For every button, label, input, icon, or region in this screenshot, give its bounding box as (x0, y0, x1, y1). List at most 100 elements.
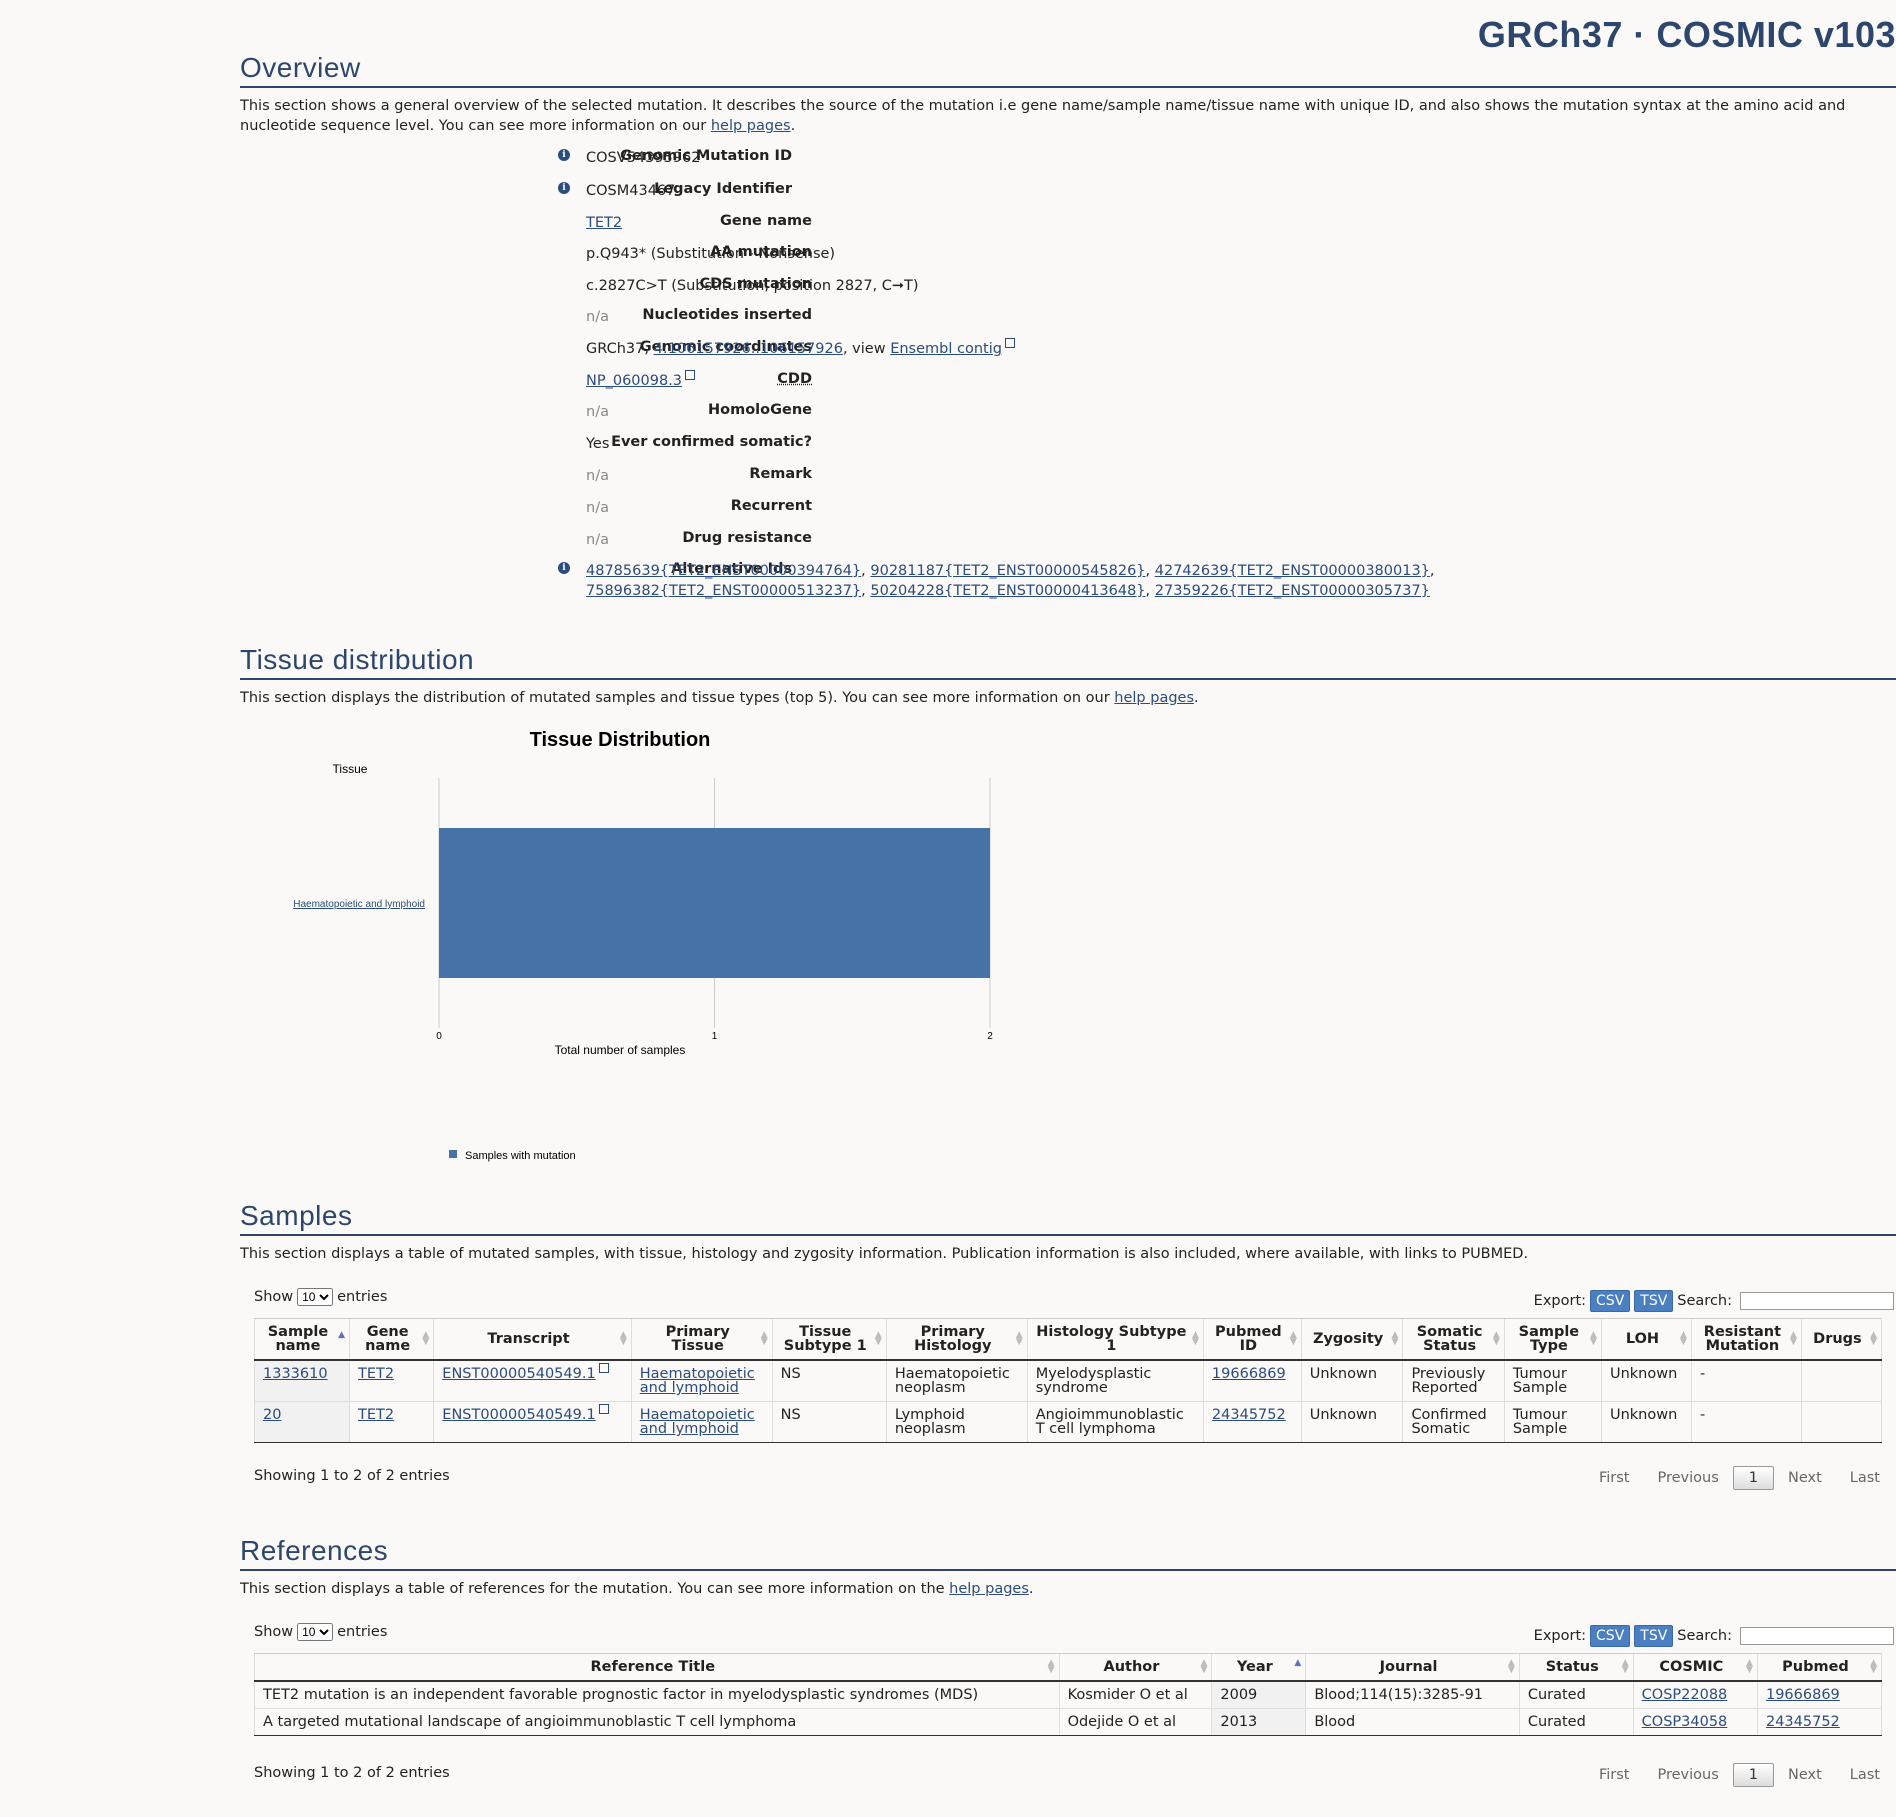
column-header[interactable]: Zygosity ▲ ▼ (1300, 1318, 1403, 1361)
table-cell: 20 (254, 1401, 350, 1443)
sort-icon: ▲ ▼ (1621, 1658, 1629, 1675)
references-heading: References (240, 1535, 1896, 1571)
alt-id-link[interactable]: 48785639{TET2_ENST00000394764} (586, 563, 862, 579)
column-header[interactable]: Year ▲ (1211, 1653, 1306, 1682)
alt-id-link[interactable]: 27359226{TET2_ENST00000305737} (1154, 583, 1430, 599)
samples-search-input[interactable] (1740, 1292, 1894, 1310)
info-icon[interactable]: i (558, 562, 570, 574)
table-cell: 19666869 (1756, 1681, 1883, 1709)
cell-link[interactable]: ENST00000540549.1 (442, 1407, 596, 1423)
cell-link[interactable]: 24345752 (1211, 1407, 1286, 1423)
field-value: COSM43467 (586, 183, 676, 199)
column-header[interactable]: Somatic Status ▲ ▼ (1402, 1318, 1505, 1361)
sort-icon: ▲ ▼ (422, 1330, 430, 1347)
references-tsv-button[interactable]: TSV (1634, 1625, 1674, 1647)
cell-link[interactable]: ENST00000540549.1 (442, 1366, 596, 1382)
table-row: 20 TET2 ENST00000540549.1 Haematopoietic an… (254, 1401, 1883, 1443)
pager-last[interactable]: Last (1849, 1470, 1880, 1486)
cell-link[interactable]: 19666869 (1765, 1687, 1840, 1703)
cell-link[interactable]: COSP22088 (1641, 1687, 1728, 1703)
cell-link[interactable]: 19666869 (1211, 1366, 1286, 1382)
pager-previous[interactable]: Previous (1657, 1767, 1719, 1783)
column-header[interactable]: LOH ▲ ▼ (1600, 1318, 1692, 1361)
column-header[interactable]: Gene name ▲ ▼ (348, 1318, 434, 1361)
external-link-icon (1004, 338, 1015, 348)
tissue-help-link[interactable]: help pages (1114, 690, 1195, 706)
field-label: Remark (749, 466, 812, 482)
references-help-link[interactable]: help pages (949, 1581, 1029, 1597)
column-header[interactable]: Tissue Subtype 1 ▲ ▼ (771, 1318, 887, 1361)
table-cell: Angioimmunoblastic T cell lymphoma (1026, 1401, 1204, 1443)
alt-id-link[interactable]: 50204228{TET2_ENST00000413648} (870, 583, 1146, 599)
cell-link[interactable]: TET2 (357, 1366, 395, 1382)
pager-first[interactable]: First (1598, 1470, 1630, 1486)
cdd-link[interactable]: NP_060098.3 (586, 373, 683, 389)
column-header[interactable]: Pubmed ▲ ▼ (1756, 1653, 1883, 1682)
table-cell: 24345752 (1202, 1401, 1302, 1443)
column-header[interactable]: Sample Type ▲ ▼ (1503, 1318, 1602, 1361)
pager-current[interactable]: 1 (1732, 1466, 1774, 1490)
samples-tsv-button[interactable]: TSV (1634, 1290, 1674, 1312)
pager-next[interactable]: Next (1788, 1470, 1822, 1486)
pager-next[interactable]: Next (1788, 1767, 1822, 1783)
column-header[interactable]: Drugs ▲ ▼ (1800, 1318, 1883, 1361)
info-icon[interactable]: i (558, 182, 570, 194)
column-header-label: Sample Type (1518, 1324, 1580, 1354)
alt-id-link[interactable]: 42742639{TET2_ENST00000380013} (1154, 563, 1430, 579)
cell-link[interactable]: TET2 (357, 1407, 395, 1423)
samples-heading: Samples (240, 1200, 1896, 1236)
column-header[interactable]: Primary Histology ▲ ▼ (885, 1318, 1028, 1361)
column-header[interactable]: COSMIC ▲ ▼ (1632, 1653, 1758, 1682)
column-header-label: Transcript (487, 1331, 570, 1347)
samples-page-size-select[interactable]: 10 (297, 1288, 334, 1306)
table-cell: Curated (1518, 1708, 1634, 1736)
references-page-size-select[interactable]: 10 (297, 1623, 334, 1641)
sort-icon: ▲ ▼ (1870, 1658, 1877, 1675)
column-header[interactable]: Status ▲ ▼ (1518, 1653, 1634, 1682)
chart-title: Tissue Distribution (530, 729, 711, 751)
references-pagination: First Previous 1 Next Last (1585, 1763, 1894, 1787)
field-label: Ever confirmed somatic? (611, 434, 812, 450)
cell-link[interactable]: 1333610 (263, 1366, 328, 1382)
pager-previous[interactable]: Previous (1657, 1470, 1719, 1486)
column-header[interactable]: Journal ▲ ▼ (1305, 1653, 1520, 1682)
table-cell: Lymphoid neoplasm (885, 1401, 1028, 1443)
table-cell: TET2 mutation is an independent favorabl… (254, 1681, 1060, 1709)
table-cell: 2009 (1211, 1681, 1306, 1709)
cell-link[interactable]: COSP34058 (1641, 1714, 1728, 1730)
info-icon[interactable]: i (558, 149, 570, 161)
gene-link[interactable]: TET2 (586, 215, 623, 231)
pager-last[interactable]: Last (1849, 1767, 1880, 1783)
alt-id-link[interactable]: 75896382{TET2_ENST00000513237} (586, 583, 862, 599)
cell-link[interactable]: Haematopoietic and lymphoid (639, 1407, 755, 1437)
column-header[interactable]: Transcript ▲ ▼ (433, 1318, 632, 1361)
overview-heading: Overview (240, 52, 1896, 88)
category-label-link[interactable]: Haematopoietic and lymphoid (293, 899, 425, 910)
references-search-input[interactable] (1740, 1627, 1894, 1645)
cell-link[interactable]: 20 (263, 1407, 282, 1423)
samples-csv-button[interactable]: CSV (1590, 1290, 1631, 1312)
pager-current[interactable]: 1 (1732, 1763, 1774, 1787)
table-cell: Blood;114(15):3285-91 (1305, 1681, 1520, 1709)
column-header[interactable]: Pubmed ID ▲ ▼ (1202, 1318, 1302, 1361)
column-header[interactable]: Primary Tissue ▲ ▼ (630, 1318, 773, 1361)
references-csv-button[interactable]: CSV (1590, 1625, 1631, 1647)
column-header[interactable]: Author ▲ ▼ (1058, 1653, 1212, 1682)
column-header-label: Pubmed (1782, 1659, 1849, 1675)
ensembl-contig-link[interactable]: Ensembl contig (890, 341, 1002, 357)
field-value: n/a (586, 468, 609, 484)
alt-id-link[interactable]: 90281187{TET2_ENST00000545826} (870, 563, 1146, 579)
table-cell: TET2 (348, 1401, 434, 1443)
pager-first[interactable]: First (1598, 1767, 1630, 1783)
cell-link[interactable]: 24345752 (1765, 1714, 1840, 1730)
column-header[interactable]: Sample name ▲ (254, 1318, 350, 1361)
table-cell: Myelodysplastic syndrome (1026, 1360, 1204, 1402)
coordinates-link[interactable]: 4:106157926..106157926 (653, 341, 843, 357)
column-header[interactable]: Reference Title ▲ ▼ (254, 1653, 1060, 1682)
column-header[interactable]: Histology Subtype 1 ▲ ▼ (1026, 1318, 1204, 1361)
column-header[interactable]: Resistant Mutation ▲ ▼ (1690, 1318, 1802, 1361)
table-cell: A targeted mutational landscape of angio… (254, 1708, 1060, 1736)
overview-help-link[interactable]: help pages (710, 118, 791, 134)
cell-link[interactable]: Haematopoietic and lymphoid (639, 1366, 755, 1396)
column-header-label: Somatic Status (1416, 1324, 1483, 1354)
